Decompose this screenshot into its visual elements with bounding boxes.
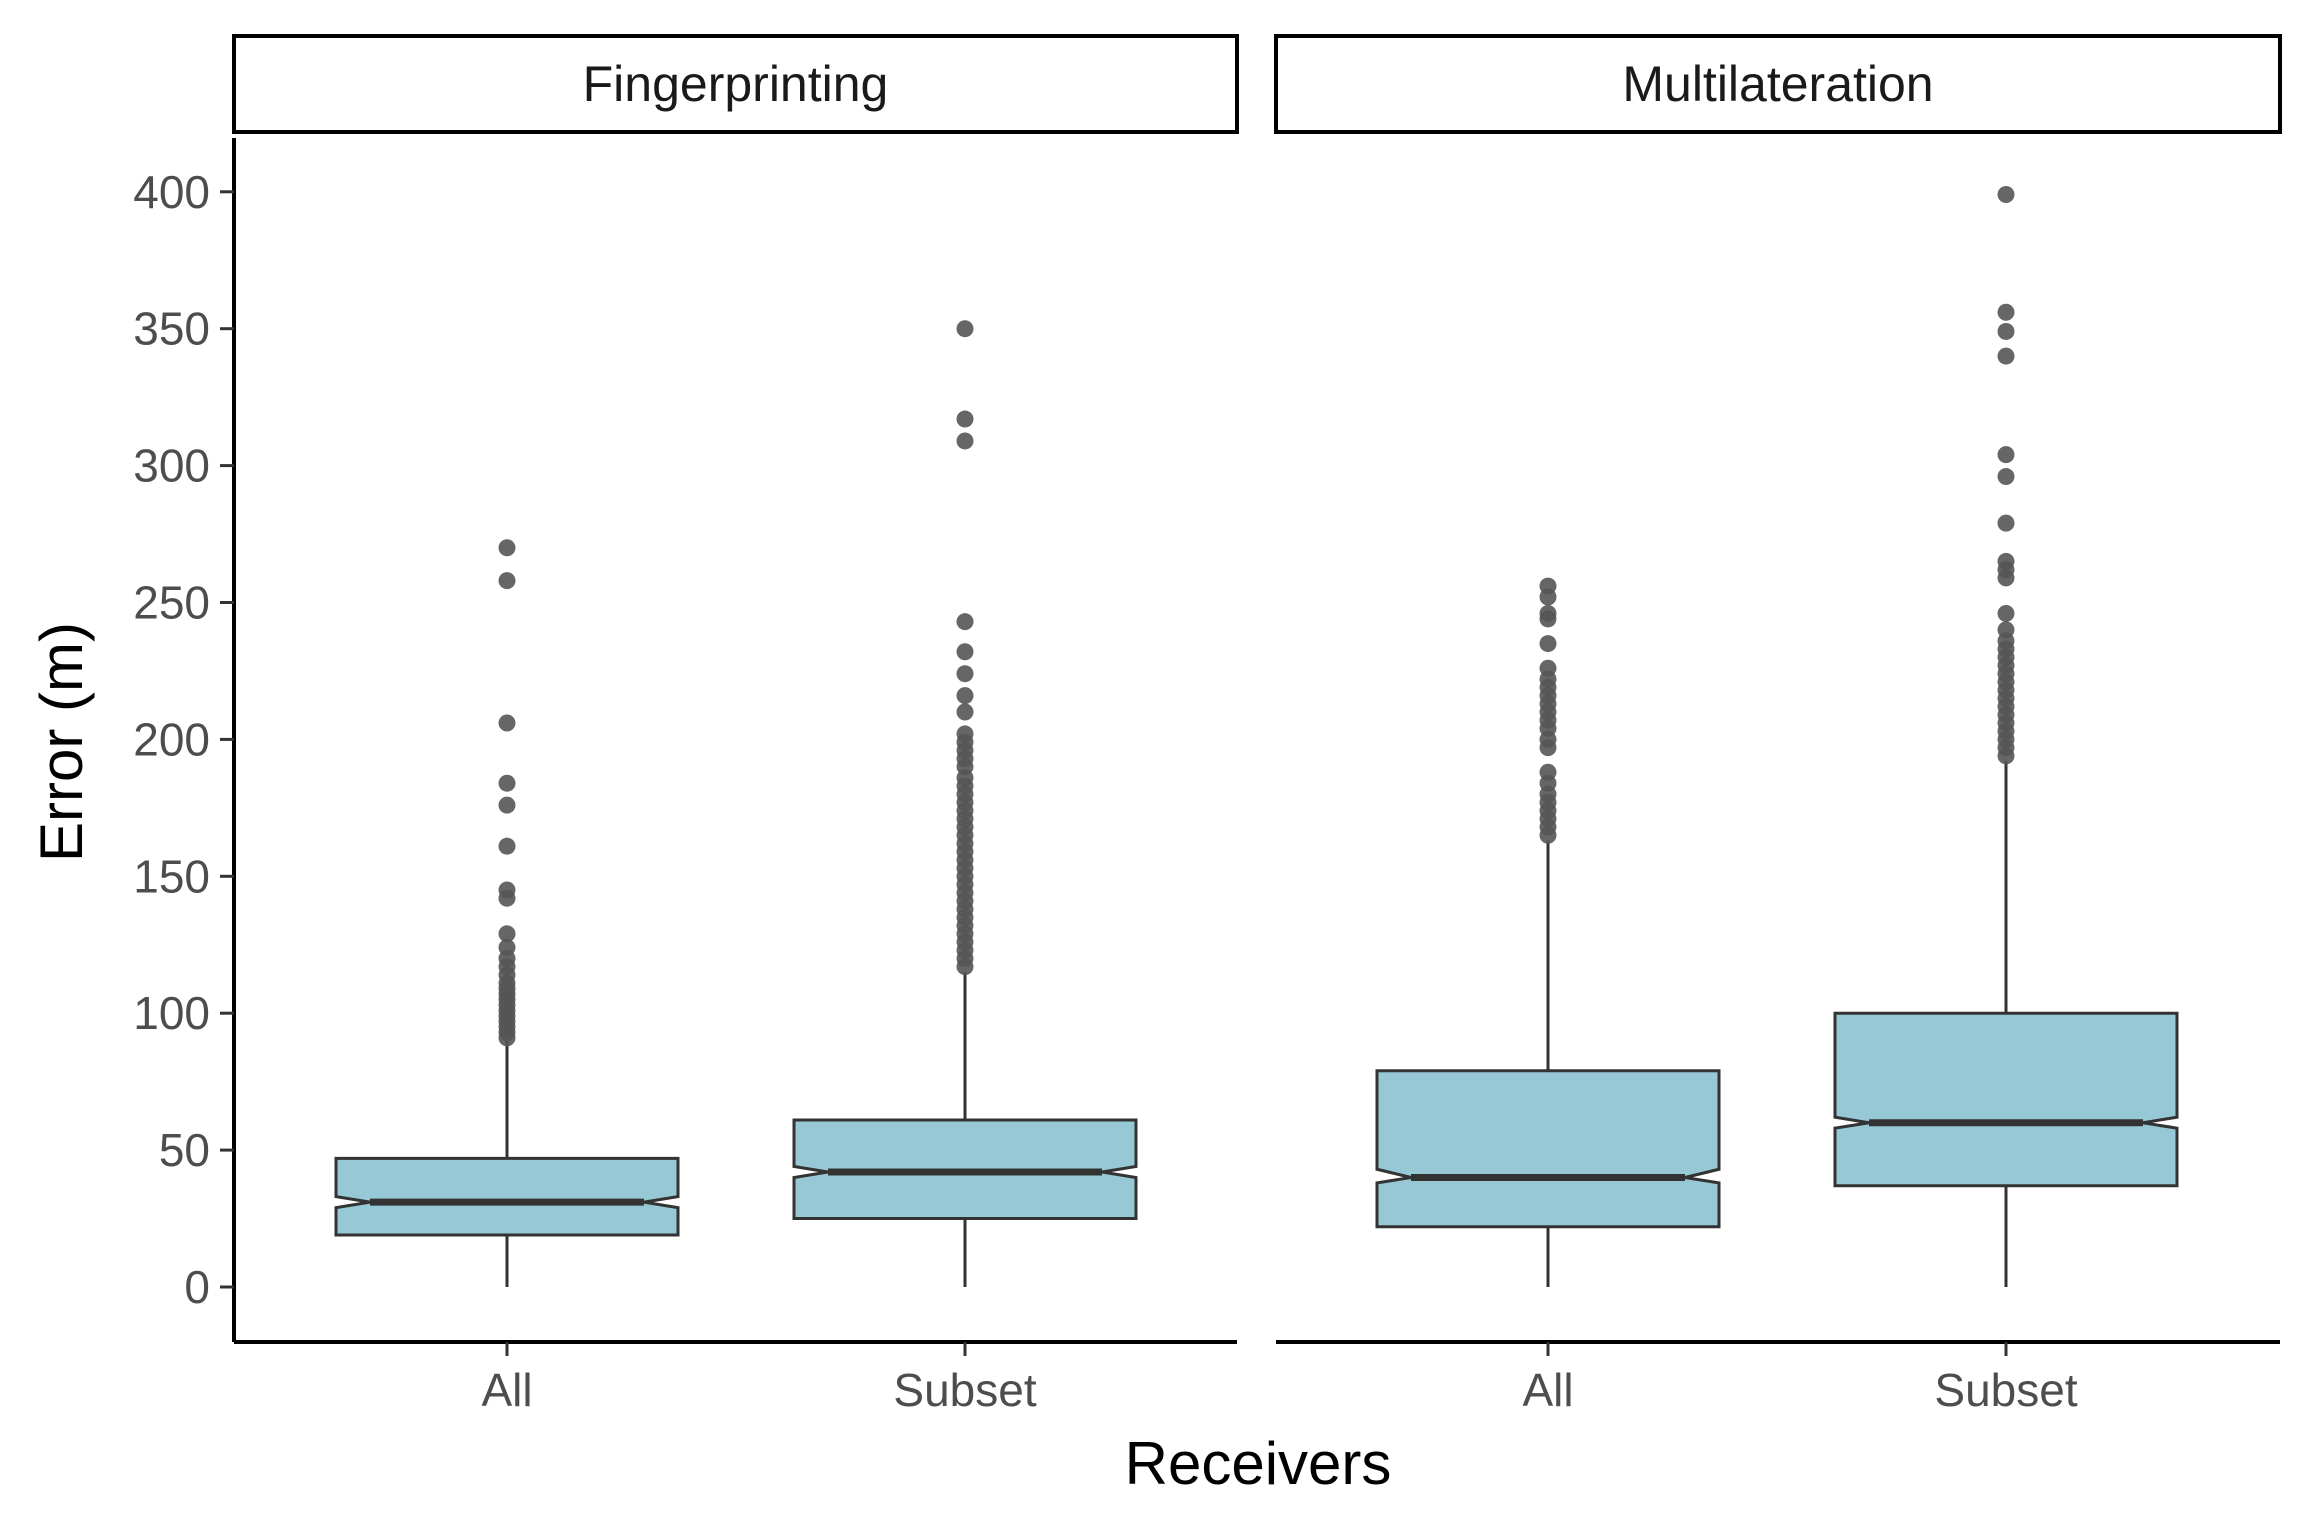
outlier-point	[957, 613, 974, 630]
box-group: All	[1377, 578, 1719, 1416]
x-tick-label: Subset	[893, 1364, 1036, 1416]
outlier-point	[1540, 605, 1557, 622]
outlier-point	[957, 643, 974, 660]
x-axis-title: Receivers	[1125, 1430, 1392, 1497]
outlier-point	[1540, 635, 1557, 652]
outlier-point	[499, 925, 516, 942]
outlier-point	[499, 881, 516, 898]
outlier-point	[1998, 304, 2015, 321]
y-tick-label: 200	[133, 713, 210, 765]
outlier-point	[1540, 764, 1557, 781]
y-tick-label: 50	[159, 1124, 210, 1176]
y-tick-label: 100	[133, 987, 210, 1039]
y-axis: 0 50 100 150 200 250 300 350 400	[133, 138, 234, 1342]
outlier-point	[499, 714, 516, 731]
box-group: Subset	[794, 320, 1136, 1416]
x-tick-label: Subset	[1934, 1364, 2077, 1416]
outlier-point	[957, 665, 974, 682]
facet-strip-label: Multilateration	[1622, 56, 1933, 112]
y-axis-title: Error (m)	[28, 622, 95, 862]
outlier-point	[957, 320, 974, 337]
outlier-point	[499, 838, 516, 855]
y-tick-label: 150	[133, 850, 210, 902]
x-tick-label: All	[481, 1364, 532, 1416]
box-group: Subset	[1835, 186, 2177, 1416]
facet-strip-label: Fingerprinting	[583, 56, 889, 112]
outlier-point	[1998, 186, 2015, 203]
y-tick-label: 0	[184, 1261, 210, 1313]
outlier-point	[1540, 578, 1557, 595]
y-tick-label: 300	[133, 440, 210, 492]
outlier-point	[1998, 515, 2015, 532]
facet-panel: Fingerprinting All Subset	[234, 36, 1237, 1416]
outlier-point	[957, 725, 974, 742]
notched-box	[1835, 1013, 2177, 1185]
outlier-point	[1998, 605, 2015, 622]
panels-layer: Fingerprinting All Subset Multilateration Al…	[234, 36, 2280, 1416]
notched-box	[336, 1158, 678, 1235]
notched-box	[1377, 1071, 1719, 1227]
outlier-point	[499, 797, 516, 814]
outlier-point	[1998, 468, 2015, 485]
box-group: All	[336, 539, 678, 1416]
outlier-point	[957, 704, 974, 721]
outlier-point	[1998, 323, 2015, 340]
y-tick-label: 400	[133, 166, 210, 218]
outlier-point	[499, 572, 516, 589]
y-tick-label: 350	[133, 303, 210, 355]
outlier-point	[957, 687, 974, 704]
y-tick-label: 250	[133, 577, 210, 629]
outlier-point	[1998, 553, 2015, 570]
outlier-point	[1998, 446, 2015, 463]
outlier-point	[1998, 348, 2015, 365]
outlier-point	[499, 775, 516, 792]
outlier-point	[957, 411, 974, 428]
outlier-point	[1998, 621, 2015, 638]
outlier-point	[499, 539, 516, 556]
x-tick-label: All	[1522, 1364, 1573, 1416]
outlier-point	[957, 432, 974, 449]
facet-panel: Multilateration All Subset	[1276, 36, 2280, 1416]
outlier-point	[1540, 660, 1557, 677]
